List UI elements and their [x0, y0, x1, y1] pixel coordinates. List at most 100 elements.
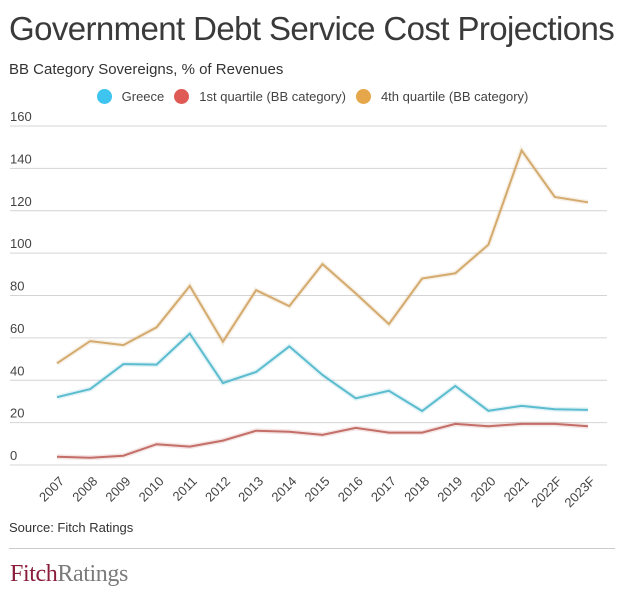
- y-tick-label: 0: [10, 448, 17, 463]
- data-point[interactable]: [386, 430, 392, 436]
- series-line-greece[interactable]: [56, 332, 589, 413]
- y-tick-label: 100: [10, 236, 32, 251]
- x-tick-label: 2023F: [561, 473, 598, 510]
- y-tick-label: 60: [10, 321, 24, 336]
- legend-dot-icon: [355, 89, 371, 104]
- data-point[interactable]: [353, 425, 359, 431]
- data-point[interactable]: [419, 430, 425, 436]
- data-point[interactable]: [286, 429, 292, 435]
- legend-label: 1st quartile (BB category): [199, 89, 346, 104]
- legend-dot-icon: [96, 89, 112, 104]
- footer-divider: [9, 548, 615, 549]
- data-point[interactable]: [585, 423, 591, 429]
- data-point[interactable]: [419, 276, 425, 282]
- data-point[interactable]: [120, 361, 126, 367]
- data-point[interactable]: [220, 380, 226, 386]
- series-lines: [54, 145, 591, 461]
- data-point[interactable]: [552, 194, 558, 200]
- y-tick-label: 20: [10, 406, 24, 421]
- x-tick-label: 2019: [434, 474, 465, 505]
- legend-label: Greece: [121, 89, 165, 104]
- data-point[interactable]: [485, 242, 491, 248]
- data-point[interactable]: [485, 408, 491, 414]
- data-point[interactable]: [253, 428, 259, 434]
- y-tick-label: 160: [10, 109, 32, 124]
- x-tick-label: 2009: [102, 474, 133, 505]
- data-point[interactable]: [220, 438, 226, 444]
- y-tick-label: 140: [10, 151, 32, 166]
- data-point[interactable]: [54, 360, 60, 366]
- x-tick-label: 2014: [268, 474, 299, 505]
- data-point[interactable]: [87, 386, 93, 392]
- data-point[interactable]: [585, 199, 591, 205]
- chart-subtitle: BB Category Sovereigns, % of Revenues: [9, 61, 284, 78]
- data-point[interactable]: [154, 362, 160, 368]
- data-point[interactable]: [120, 342, 126, 348]
- data-point[interactable]: [386, 388, 392, 394]
- data-point[interactable]: [187, 283, 193, 289]
- data-point[interactable]: [452, 270, 458, 276]
- x-tick-label: 2013: [235, 474, 266, 505]
- data-point[interactable]: [253, 287, 259, 293]
- data-point[interactable]: [154, 324, 160, 330]
- data-point[interactable]: [585, 407, 591, 413]
- line-chart: 0 20 40 60 80 100 120 140 160 2007 2008 2009 2010 20…: [10, 109, 607, 510]
- data-point[interactable]: [419, 408, 425, 414]
- y-tick-label: 40: [10, 363, 24, 378]
- x-axis-ticks: 2007 2008 2009 2010 2011 2012 2013 2014 2015 2016…: [36, 473, 598, 510]
- data-point[interactable]: [386, 321, 392, 327]
- legend-dot-icon: [174, 89, 190, 104]
- y-axis-ticks: 0 20 40 60 80 100 120 140 160: [10, 109, 32, 463]
- data-point[interactable]: [154, 441, 160, 447]
- data-point[interactable]: [552, 406, 558, 412]
- data-point[interactable]: [286, 303, 292, 309]
- logo-fitch-text: Fitch: [10, 561, 58, 587]
- legend: Greece 1st quartile (BB category) 4th qu…: [0, 89, 625, 104]
- legend-label: 4th quartile (BB category): [380, 89, 529, 104]
- data-point[interactable]: [320, 432, 326, 438]
- data-point[interactable]: [286, 343, 292, 349]
- x-tick-label: 2017: [368, 474, 399, 505]
- x-tick-label: 2022F: [528, 473, 565, 510]
- x-tick-label: 2020: [468, 474, 499, 505]
- fitch-ratings-logo: FitchRatings: [10, 561, 128, 588]
- data-point[interactable]: [87, 455, 93, 461]
- legend-item-greece[interactable]: Greece: [96, 89, 165, 104]
- x-tick-label: 2016: [335, 474, 366, 505]
- data-point[interactable]: [87, 338, 93, 344]
- data-point[interactable]: [120, 453, 126, 459]
- source-note: Source: Fitch Ratings: [9, 520, 134, 535]
- series-line-4th-quartile-bb-category[interactable]: [56, 148, 589, 365]
- y-tick-label: 120: [10, 194, 32, 209]
- x-tick-label: 2015: [302, 474, 333, 505]
- series-line-glow: [56, 421, 589, 461]
- x-tick-label: 2008: [69, 474, 100, 505]
- data-point[interactable]: [353, 395, 359, 401]
- data-point[interactable]: [452, 383, 458, 389]
- y-tick-label: 80: [10, 279, 24, 294]
- data-point[interactable]: [187, 331, 193, 337]
- x-tick-label: 2018: [401, 474, 432, 505]
- data-point[interactable]: [452, 421, 458, 427]
- data-point[interactable]: [54, 454, 60, 460]
- legend-item-1st-quartile[interactable]: 1st quartile (BB category): [174, 89, 346, 104]
- data-point[interactable]: [519, 421, 525, 427]
- data-point[interactable]: [485, 423, 491, 429]
- series-line-1st-quartile-bb-category[interactable]: [56, 422, 589, 459]
- legend-item-4th-quartile[interactable]: 4th quartile (BB category): [355, 89, 529, 104]
- data-point[interactable]: [552, 421, 558, 427]
- chart-title: Government Debt Service Cost Projections: [9, 10, 615, 47]
- data-point[interactable]: [54, 394, 60, 400]
- data-point[interactable]: [320, 261, 326, 267]
- logo-ratings-text: Ratings: [57, 561, 128, 587]
- data-point[interactable]: [220, 339, 226, 345]
- x-tick-label: 2011: [169, 474, 199, 504]
- data-point[interactable]: [519, 403, 525, 409]
- data-point[interactable]: [320, 372, 326, 378]
- x-tick-label: 2010: [136, 474, 167, 505]
- data-point[interactable]: [353, 290, 359, 296]
- data-point[interactable]: [519, 147, 525, 153]
- gridlines: [10, 125, 607, 466]
- data-point[interactable]: [187, 444, 193, 450]
- data-point[interactable]: [253, 369, 259, 375]
